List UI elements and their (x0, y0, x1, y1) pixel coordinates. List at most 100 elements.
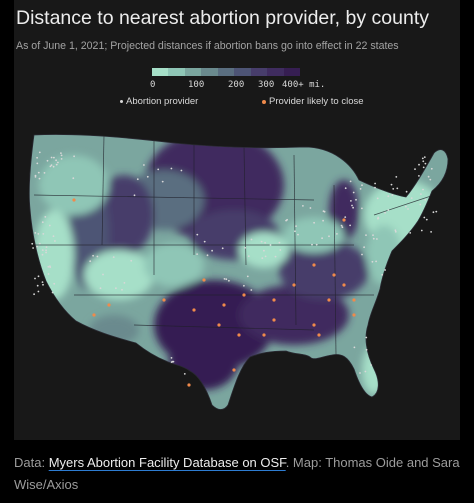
provider-marker (352, 206, 354, 209)
provider-marker (264, 241, 266, 244)
provider-marker (414, 168, 416, 170)
provider-marker (206, 254, 209, 257)
provider-marker (336, 233, 338, 235)
provider-marker (42, 233, 45, 235)
provider-marker (196, 233, 199, 236)
provider-marker (203, 240, 206, 243)
provider-marker (390, 183, 393, 186)
provider-marker (420, 193, 422, 195)
provider-marker (54, 240, 56, 242)
provider-marker (121, 288, 123, 291)
legend-color-swatch (234, 68, 251, 76)
provider-marker (311, 243, 313, 246)
provider-marker (395, 176, 398, 178)
provider-marker (359, 372, 361, 374)
provider-marker (364, 370, 367, 373)
provider-marker (136, 178, 139, 181)
provider-marker (419, 203, 422, 206)
provider-marker (102, 273, 104, 276)
provider-marker (372, 234, 374, 236)
provider-marker (278, 241, 281, 244)
provider-marker (247, 255, 250, 258)
provider-marker (269, 244, 272, 246)
provider-marker (170, 357, 173, 359)
provider-marker (133, 194, 136, 197)
map-subtitle: As of June 1, 2021; Projected distances … (16, 40, 399, 52)
provider-marker (161, 180, 164, 183)
provider-marker (46, 159, 49, 162)
provider-marker (387, 195, 390, 198)
provider-marker (170, 167, 173, 170)
provider-marker (112, 256, 115, 258)
provider-marker (50, 164, 53, 167)
legend-color-swatch (201, 68, 218, 76)
provider-marker (41, 253, 44, 256)
provider-marker (57, 161, 59, 164)
provider-marker (92, 254, 94, 257)
provider-marker (313, 221, 315, 224)
provider-marker (422, 166, 425, 169)
closing-provider-marker (192, 308, 196, 312)
provider-marker (123, 282, 126, 284)
closing-provider-marker (312, 323, 316, 327)
provider-marker (34, 277, 36, 280)
provider-marker (41, 249, 44, 251)
map-card: Distance to nearest abortion provider, b… (14, 0, 460, 440)
provider-marker (52, 165, 55, 168)
provider-marker (263, 249, 265, 252)
provider-marker (361, 253, 363, 256)
caption-credits: . Map: Thomas Oide and Sara Wise/Axios (14, 455, 460, 492)
provider-marker (344, 216, 347, 218)
closing-provider-marker (262, 333, 266, 337)
legend-key-label: Provider likely to close (269, 96, 364, 107)
provider-marker (430, 231, 432, 233)
provider-marker (44, 216, 47, 218)
closing-provider-marker (242, 293, 246, 297)
closing-provider-marker (292, 283, 296, 287)
provider-marker (349, 224, 351, 227)
provider-marker (295, 225, 297, 227)
provider-marker (223, 278, 226, 280)
provider-marker (143, 164, 145, 166)
legend-tick: 300 (258, 80, 275, 90)
provider-marker (38, 151, 41, 154)
provider-marker (405, 205, 407, 208)
provider-marker (372, 237, 375, 240)
provider-marker (260, 240, 263, 243)
provider-marker (55, 163, 58, 166)
provider-marker (355, 198, 357, 201)
provider-marker (365, 234, 367, 236)
closing-provider-marker (107, 303, 111, 307)
provider-marker (42, 283, 44, 286)
provider-marker (285, 219, 287, 222)
provider-marker (315, 243, 318, 246)
provider-marker (430, 167, 433, 170)
legend-color-swatch (168, 68, 185, 76)
provider-marker (421, 157, 424, 160)
legend-color-swatch (283, 68, 300, 76)
provider-marker (60, 152, 62, 154)
provider-marker (55, 159, 57, 162)
provider-marker (418, 163, 420, 166)
provider-marker (32, 247, 34, 249)
provider-marker (37, 290, 40, 293)
provider-marker (410, 197, 413, 199)
provider-marker (396, 187, 399, 190)
provider-marker (36, 162, 39, 165)
legend-tick: 400+ mi. (282, 80, 326, 90)
provider-marker (274, 255, 277, 258)
closing-provider-marker (332, 273, 336, 277)
provider-marker (302, 205, 304, 207)
data-source-link[interactable]: Myers Abortion Facility Database on OSF (48, 455, 286, 470)
provider-marker (36, 245, 39, 248)
provider-marker (387, 209, 390, 211)
provider-marker (60, 158, 63, 160)
provider-marker (353, 346, 356, 349)
provider-marker (309, 207, 312, 209)
provider-marker (374, 182, 376, 185)
provider-marker (36, 156, 38, 159)
provider-marker (420, 229, 423, 232)
provider-marker (146, 175, 149, 178)
provider-marker (424, 162, 427, 165)
provider-marker (432, 211, 435, 214)
